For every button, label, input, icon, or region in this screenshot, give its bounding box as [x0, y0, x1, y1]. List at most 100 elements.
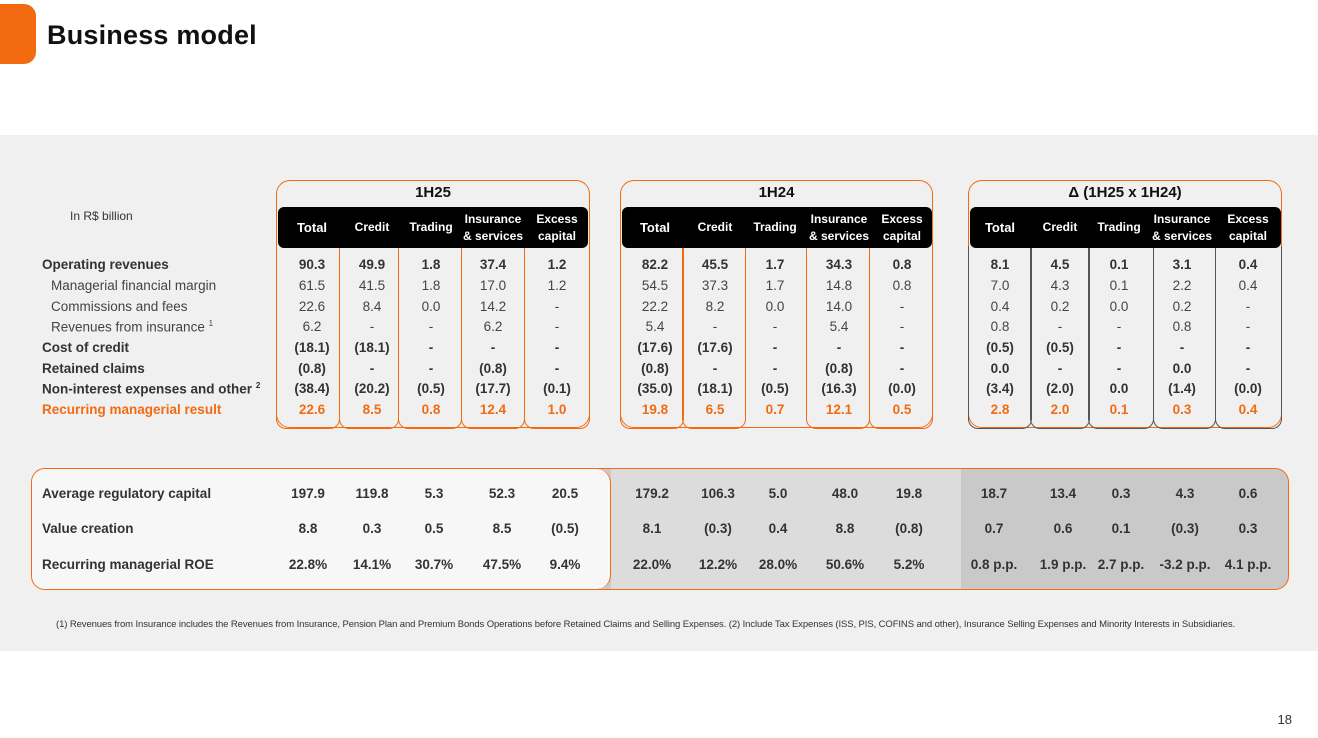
table-cell: - [1245, 361, 1251, 376]
capital-cell: 0.6 [1238, 486, 1258, 501]
table-cell: - [899, 340, 905, 355]
capital-table-frame [31, 468, 1289, 590]
capital-cell: 47.5% [482, 557, 522, 572]
table-cell: 1.2 [547, 257, 567, 272]
table-cell: (38.4) [294, 381, 330, 396]
column-header-line: capital [882, 228, 921, 243]
column-header: Total [971, 207, 1029, 248]
table-cell: 12.4 [479, 402, 507, 417]
capital-cell: 0.6 [1053, 521, 1073, 536]
table-cell: (0.8) [641, 361, 669, 376]
table-cell: 49.9 [358, 257, 386, 272]
capital-cell: (0.3) [1171, 521, 1199, 536]
row-label: Cost of credit [42, 340, 129, 355]
table-cell: - [369, 361, 375, 376]
column-header-line: Credit [1042, 220, 1078, 234]
table-cell: 22.2 [641, 299, 669, 314]
table-cell: 0.4 [1238, 257, 1258, 272]
row-label-text: Non-interest expenses and other [42, 381, 253, 397]
capital-cell: 197.9 [291, 486, 325, 501]
row-label: Revenues from insurance 1 [51, 319, 213, 335]
table-cell: (0.5) [417, 381, 445, 396]
table-cell: - [1245, 319, 1251, 334]
column-header-line: Insurance [464, 211, 522, 226]
column-header: Excess capital [871, 207, 933, 248]
table-cell: - [490, 340, 496, 355]
column-header: Trading [402, 207, 460, 248]
capital-cell: 8.8 [298, 521, 318, 536]
table-cell: 41.5 [358, 278, 386, 293]
table-cell: - [1245, 340, 1251, 355]
table-cell: (0.8) [825, 361, 853, 376]
table-cell: 19.8 [641, 402, 669, 417]
page-number: 18 [1277, 712, 1292, 727]
table-cell: 1.7 [765, 257, 785, 272]
column-header-line: Credit [354, 220, 390, 234]
column-header-line: & services [1151, 228, 1213, 243]
table-cell: 0.0 [1109, 381, 1129, 396]
table-cell: 82.2 [641, 257, 669, 272]
footnote-marker: 1 [208, 319, 214, 328]
table-cell: 0.0 [990, 361, 1010, 376]
table-cell: 3.1 [1172, 257, 1192, 272]
capital-cell: 1.9 p.p. [1039, 557, 1087, 572]
capital-cell: 0.3 [362, 521, 382, 536]
column-header-line: Total [984, 220, 1016, 235]
column-header-line: Trading [1097, 220, 1141, 234]
capital-cell: -3.2 p.p. [1159, 557, 1211, 572]
capital-cell: 4.1 p.p. [1224, 557, 1272, 572]
capital-cell: 22.0% [632, 557, 672, 572]
table-cell: - [554, 340, 560, 355]
table-cell: 0.4 [1238, 278, 1258, 293]
column-frame [1030, 246, 1090, 429]
capital-cell: 0.8 p.p. [970, 557, 1018, 572]
capital-cell: 5.0 [768, 486, 788, 501]
column-frame [968, 246, 1032, 429]
table-cell: 8.1 [990, 257, 1010, 272]
table-cell: - [1245, 299, 1251, 314]
table-cell: - [836, 340, 842, 355]
row-label-text: Cost of credit [42, 340, 130, 355]
header-bar [278, 207, 588, 248]
column-header: Total [283, 207, 341, 248]
table-cell: 34.3 [825, 257, 853, 272]
table-cell: 2.2 [1172, 278, 1192, 293]
capital-cell: 5.2% [893, 557, 925, 572]
table-cell: 0.0 [421, 299, 441, 314]
column-header: Trading [1090, 207, 1148, 248]
table-cell: (0.8) [479, 361, 507, 376]
column-header-line: Insurance [810, 211, 868, 226]
column-header: Insurance & services [1151, 207, 1213, 248]
column-frame [682, 246, 746, 429]
row-label: Operating revenues [42, 257, 169, 272]
column-frame [869, 246, 933, 429]
table-cell: 1.0 [547, 402, 567, 417]
table-cell: 4.3 [1050, 278, 1070, 293]
table-cell: 37.3 [701, 278, 729, 293]
table-cell: 17.0 [479, 278, 507, 293]
capital-cell: 0.4 [768, 521, 788, 536]
row-label: Managerial financial margin [51, 278, 216, 293]
column-header-line: Excess [1227, 211, 1269, 226]
capital-cell: 8.8 [835, 521, 855, 536]
row-label: Commissions and fees [51, 299, 188, 314]
group-title: 1H25 [415, 184, 451, 201]
table-cell: (18.1) [354, 340, 390, 355]
capital-section-1h24 [611, 469, 961, 589]
capital-cell: 2.7 p.p. [1097, 557, 1145, 572]
footnote: (1) Revenues from Insurance includes the… [56, 619, 1236, 630]
table-cell: 0.2 [1172, 299, 1192, 314]
table-cell: (0.8) [298, 361, 326, 376]
table-cell: - [1116, 361, 1122, 376]
row-label-text: Revenues from insurance [51, 319, 205, 335]
table-cell: - [554, 361, 560, 376]
table-cell: - [772, 340, 778, 355]
table-cell: 0.4 [1238, 402, 1258, 417]
table-cell: 0.7 [765, 402, 785, 417]
table-cell: 5.4 [829, 319, 849, 334]
table-cell: 37.4 [479, 257, 507, 272]
table-cell: (1.4) [1168, 381, 1196, 396]
table-cell: 0.4 [990, 299, 1010, 314]
table-cell: (17.7) [475, 381, 511, 396]
row-label: Non-interest expenses and other 2 [42, 381, 260, 397]
